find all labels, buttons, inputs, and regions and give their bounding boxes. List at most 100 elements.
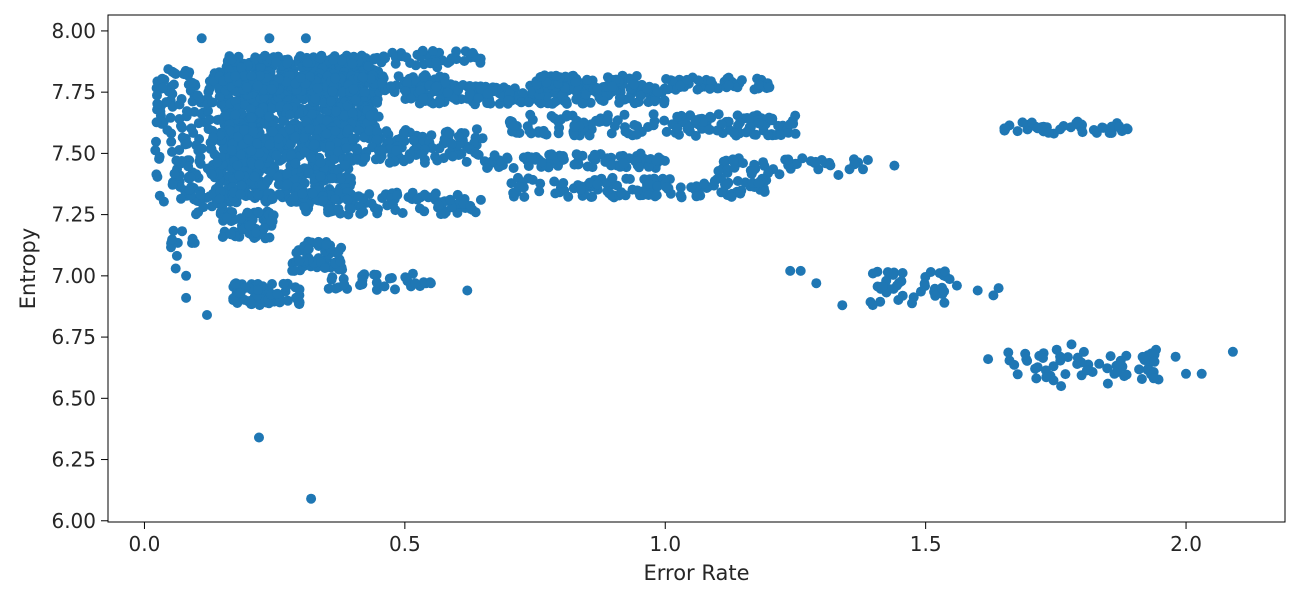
data-point xyxy=(388,199,398,210)
data-point xyxy=(1043,127,1054,138)
data-point xyxy=(1081,365,1092,376)
data-point xyxy=(675,182,686,193)
data-point xyxy=(251,227,261,238)
data-point xyxy=(364,125,375,136)
data-point xyxy=(643,190,654,200)
data-point xyxy=(797,153,808,164)
data-point xyxy=(467,47,478,58)
data-point xyxy=(398,127,409,138)
data-point xyxy=(575,184,586,195)
data-point xyxy=(266,103,277,114)
data-point xyxy=(897,290,908,301)
data-point xyxy=(181,106,192,117)
data-point xyxy=(181,270,192,281)
data-point xyxy=(307,188,318,199)
data-point xyxy=(337,86,348,97)
data-point xyxy=(359,87,370,98)
data-point xyxy=(176,193,186,204)
data-point xyxy=(273,73,284,84)
data-point xyxy=(893,278,904,288)
data-point xyxy=(782,154,793,165)
y-axis-ticks: 6.00 6.25 6.50 6.75 7.00 7.25 7.50 7.75 8.00 xyxy=(51,19,108,533)
data-point xyxy=(335,257,346,267)
data-point xyxy=(289,191,300,202)
data-point xyxy=(167,146,177,157)
data-point xyxy=(726,191,737,202)
data-point xyxy=(570,77,581,87)
data-point xyxy=(692,84,703,95)
data-point xyxy=(390,284,400,295)
data-point xyxy=(212,157,223,168)
data-point xyxy=(252,138,263,149)
data-point xyxy=(619,109,630,120)
plot-frame xyxy=(107,14,1286,523)
data-point xyxy=(321,128,332,139)
data-point xyxy=(304,123,315,134)
data-point xyxy=(1114,359,1125,370)
y-tick-label: 7.75 xyxy=(51,80,96,104)
data-point xyxy=(312,125,323,136)
data-point xyxy=(525,109,536,120)
data-point xyxy=(716,187,727,198)
data-point xyxy=(1021,354,1032,365)
data-point xyxy=(584,177,595,188)
data-point xyxy=(629,79,639,90)
data-point xyxy=(174,114,185,124)
data-point xyxy=(1012,369,1023,380)
data-point xyxy=(195,189,206,200)
data-point xyxy=(589,149,600,160)
data-point xyxy=(327,173,338,184)
data-point xyxy=(519,191,530,202)
data-point xyxy=(168,79,179,90)
data-point xyxy=(272,171,283,182)
data-point xyxy=(333,246,344,257)
data-point xyxy=(536,71,547,82)
data-point xyxy=(550,188,561,199)
data-point xyxy=(194,156,205,167)
data-point xyxy=(365,110,376,121)
data-point xyxy=(326,96,337,107)
data-point xyxy=(517,88,528,99)
data-point xyxy=(184,184,195,195)
data-point xyxy=(907,298,917,309)
data-point xyxy=(602,186,613,197)
data-point xyxy=(244,220,255,231)
data-point xyxy=(236,62,247,73)
data-point xyxy=(651,190,662,201)
data-point xyxy=(419,157,430,168)
data-point xyxy=(330,125,341,136)
data-point xyxy=(526,152,537,163)
data-point xyxy=(278,278,289,289)
data-point xyxy=(704,83,715,94)
data-point xyxy=(1148,373,1159,384)
data-point xyxy=(217,232,228,242)
data-point xyxy=(690,130,701,141)
data-point xyxy=(729,128,740,139)
data-point xyxy=(1119,371,1130,382)
data-point xyxy=(614,97,625,108)
data-point xyxy=(676,192,687,203)
data-point xyxy=(1097,122,1108,133)
data-point xyxy=(266,216,277,227)
data-point xyxy=(371,284,382,295)
data-point xyxy=(319,263,330,273)
y-tick-label: 6.00 xyxy=(51,509,96,533)
data-point xyxy=(152,98,163,109)
data-point xyxy=(508,163,519,173)
data-point xyxy=(236,149,246,160)
data-point xyxy=(607,81,618,92)
data-point xyxy=(889,160,900,171)
data-point xyxy=(1121,123,1132,134)
data-point xyxy=(445,194,456,205)
data-point xyxy=(431,81,442,92)
y-tick-label: 7.50 xyxy=(51,141,96,165)
data-point xyxy=(376,77,387,88)
data-point xyxy=(651,155,662,166)
y-tick-label: 7.00 xyxy=(51,264,96,288)
data-point xyxy=(732,176,743,186)
data-point xyxy=(204,114,215,125)
data-point xyxy=(197,143,207,154)
x-axis-ticks: 0.0 0.5 1.0 1.5 2.0 xyxy=(129,522,1202,556)
data-point xyxy=(196,33,207,44)
data-point xyxy=(347,133,358,144)
